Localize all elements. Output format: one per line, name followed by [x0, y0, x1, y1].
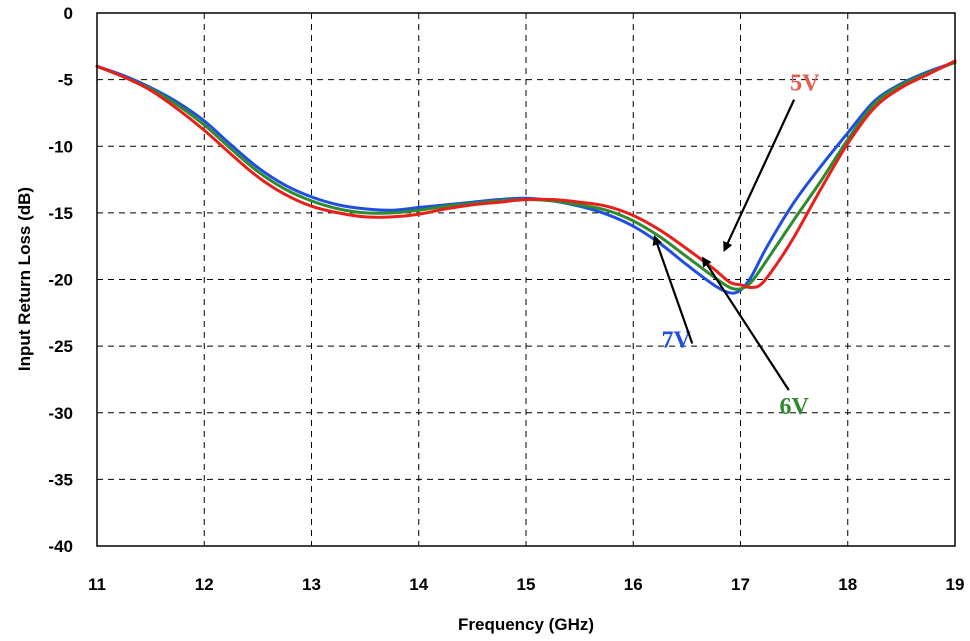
x-tick-label: 15 — [517, 575, 536, 594]
y-tick-label: -30 — [48, 404, 73, 423]
series-lines — [95, 59, 957, 295]
y-tick-label: -25 — [48, 337, 73, 356]
y-tick-label: -40 — [48, 537, 73, 556]
x-axis-title: Frequency (GHz) — [458, 615, 594, 634]
annotation-arrow-6v — [701, 256, 790, 391]
x-tick-label: 12 — [195, 575, 214, 594]
series-line-5v — [95, 59, 957, 289]
x-tick-label: 17 — [731, 575, 750, 594]
y-tick-label: -10 — [48, 137, 73, 156]
y-tick-label: -35 — [48, 470, 73, 489]
plot-frame — [96, 12, 956, 547]
x-tick-label: 19 — [946, 575, 965, 594]
x-tick-label: 13 — [302, 575, 321, 594]
y-axis-title: Input Return Loss (dB) — [15, 187, 34, 371]
x-tick-label: 14 — [409, 575, 428, 594]
grid — [97, 13, 955, 546]
tick-labels: 11 12 13 14 15 16 17 18 19 0 -5 -10 -15 -20 -25 -30 -35 -… — [48, 4, 964, 594]
x-tick-label: 18 — [838, 575, 857, 594]
series-label-7v: 7V — [661, 327, 691, 353]
annotation-arrow-7v — [652, 234, 694, 344]
x-tick-label: 11 — [88, 575, 106, 594]
y-tick-label: -5 — [58, 71, 73, 90]
series-annotations: 5V 6V 7V — [652, 70, 820, 420]
y-tick-label: 0 — [64, 4, 73, 23]
x-tick-label: 16 — [624, 575, 643, 594]
series-label-6v: 6V — [779, 394, 809, 420]
series-label-5v: 5V — [790, 70, 820, 96]
annotation-arrow-5v — [723, 99, 796, 252]
y-tick-label: -15 — [48, 204, 73, 223]
y-tick-label: -20 — [48, 271, 73, 290]
